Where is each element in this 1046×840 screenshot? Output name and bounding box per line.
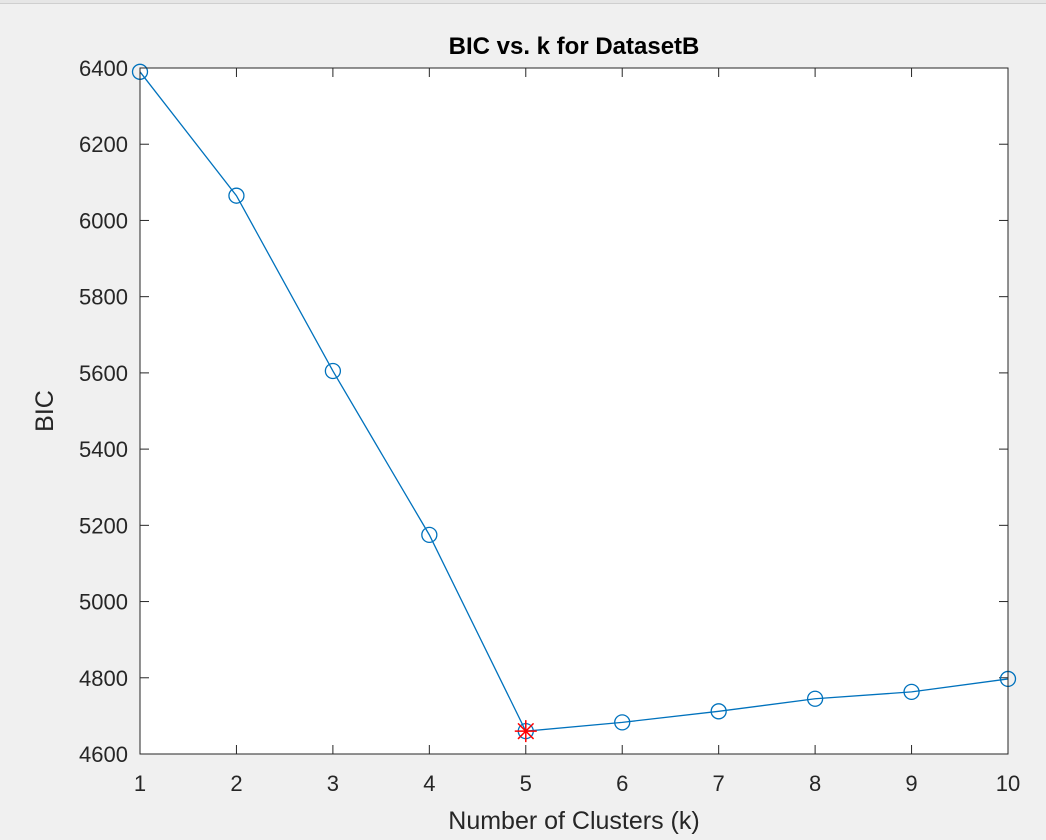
data-point-marker [421, 526, 438, 544]
data-point-marker [710, 703, 727, 720]
axes-box [139, 67, 1009, 755]
y-tick-label: 5600 [79, 361, 128, 386]
y-tick-label: 6400 [79, 56, 128, 81]
y-tick-label: 4600 [79, 742, 128, 767]
data-point-marker [806, 690, 824, 707]
x-tick-label: 4 [423, 771, 435, 796]
x-tick-label: 7 [713, 771, 725, 796]
series-line [139, 71, 1009, 732]
y-tick-label: 5400 [79, 437, 128, 462]
x-tick-label: 1 [134, 771, 146, 796]
y-axis-label: BIC [31, 390, 59, 432]
chart-title: BIC vs. k for DatasetB [449, 33, 700, 60]
data-point-marker [324, 362, 342, 380]
y-tick-label: 5000 [79, 590, 128, 615]
x-tick-label: 10 [996, 771, 1020, 796]
y-tick-label: 6000 [79, 208, 128, 233]
window-top-edge [0, 0, 1046, 4]
y-tick-label: 4800 [79, 666, 128, 691]
minimum-asterisk-marker [514, 720, 537, 743]
tick-labels-layer: 1 2 3 4 5 6 7 8 9 10 4600 4800 5000 5200 5400 5600 5800 6… [79, 56, 1020, 796]
y-tick-label: 6200 [79, 132, 128, 157]
axes-background [140, 68, 1008, 754]
y-tick-label: 5200 [79, 513, 128, 538]
x-tick-label: 8 [809, 771, 821, 796]
data-point-marker [614, 714, 631, 731]
x-tick-label: 2 [230, 771, 242, 796]
x-axis-label: Number of Clusters (k) [448, 807, 699, 835]
x-tick-label: 9 [905, 771, 917, 796]
y-tick-label: 5800 [79, 285, 128, 310]
x-tick-label: 6 [616, 771, 628, 796]
x-tick-label: 5 [520, 771, 532, 796]
data-point-marker [228, 187, 245, 204]
x-tick-label: 3 [327, 771, 339, 796]
data-point-marker [903, 683, 920, 701]
series-layer [131, 63, 1017, 743]
